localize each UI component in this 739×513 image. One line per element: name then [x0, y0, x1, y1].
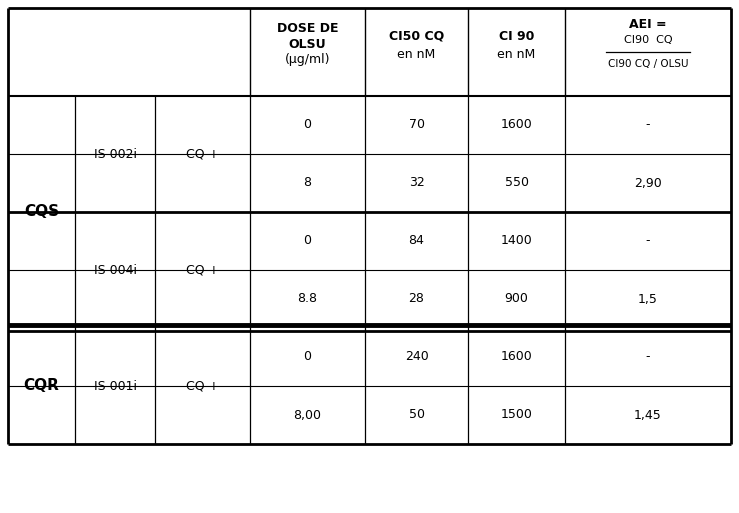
- Text: 8: 8: [304, 176, 312, 189]
- Text: 70: 70: [409, 119, 424, 131]
- Text: 0: 0: [304, 350, 312, 364]
- Text: 50: 50: [409, 408, 424, 422]
- Text: (µg/ml): (µg/ml): [285, 53, 330, 67]
- Text: 1,45: 1,45: [634, 408, 662, 422]
- Text: 1500: 1500: [500, 408, 532, 422]
- Text: CQS: CQS: [24, 205, 59, 220]
- Text: 0: 0: [304, 234, 312, 247]
- Text: 1,5: 1,5: [638, 292, 658, 306]
- Text: OLSU: OLSU: [289, 37, 327, 50]
- Text: 240: 240: [405, 350, 429, 364]
- Text: 550: 550: [505, 176, 528, 189]
- Text: en nM: en nM: [497, 48, 536, 61]
- Text: IS 004i: IS 004i: [94, 264, 137, 277]
- Text: 1400: 1400: [500, 234, 532, 247]
- Text: 32: 32: [409, 176, 424, 189]
- Text: 2,90: 2,90: [634, 176, 662, 189]
- Text: 0: 0: [304, 119, 312, 131]
- Text: -: -: [646, 350, 650, 364]
- Text: 1600: 1600: [500, 350, 532, 364]
- Text: en nM: en nM: [398, 48, 435, 61]
- Text: CQR: CQR: [24, 379, 59, 393]
- Text: 28: 28: [409, 292, 424, 306]
- Text: CI90 CQ / OLSU: CI90 CQ / OLSU: [607, 59, 688, 69]
- Text: CQ +: CQ +: [186, 264, 219, 277]
- Text: 8,00: 8,00: [293, 408, 321, 422]
- Text: CQ +: CQ +: [186, 148, 219, 161]
- Text: 900: 900: [505, 292, 528, 306]
- Text: 84: 84: [409, 234, 424, 247]
- Text: IS 001i: IS 001i: [94, 380, 137, 392]
- Text: IS 002i: IS 002i: [94, 148, 137, 161]
- Text: CI 90: CI 90: [499, 30, 534, 43]
- Text: -: -: [646, 119, 650, 131]
- Text: DOSE DE: DOSE DE: [276, 22, 338, 34]
- Text: CQ +: CQ +: [186, 380, 219, 392]
- Text: AEI =: AEI =: [629, 17, 667, 30]
- Text: CI50 CQ: CI50 CQ: [389, 30, 444, 43]
- Text: -: -: [646, 234, 650, 247]
- Text: 1600: 1600: [500, 119, 532, 131]
- Text: 8.8: 8.8: [298, 292, 318, 306]
- Text: CI90  CQ: CI90 CQ: [624, 35, 672, 45]
